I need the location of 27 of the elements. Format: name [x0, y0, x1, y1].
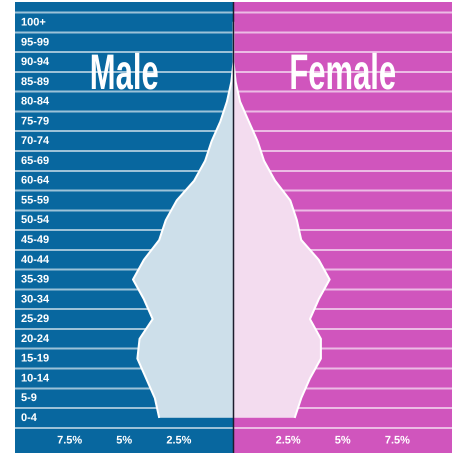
y-tick-label: 50-54	[21, 214, 50, 226]
y-tick-label: 40-44	[21, 254, 50, 266]
x-tick-label: 5%	[334, 434, 351, 446]
y-tick-label: 95-99	[21, 36, 50, 48]
y-tick-label: 20-24	[21, 332, 50, 345]
y-tick-label: 25-29	[21, 313, 50, 326]
y-tick-label: 100+	[21, 16, 46, 29]
y-tick-label: 35-39	[21, 274, 50, 286]
y-tick-label: 65-69	[21, 154, 50, 167]
y-tick-label: 30-34	[21, 293, 50, 306]
y-tick-label: 45-49	[21, 234, 50, 246]
y-tick-label: 55-59	[21, 194, 50, 206]
y-tick-label: 80-84	[21, 96, 50, 108]
x-tick-label: 2.5%	[276, 434, 301, 446]
y-tick-label: 10-14	[21, 372, 50, 384]
y-tick-label: 60-64	[21, 174, 50, 187]
y-tick-label: 75-79	[21, 115, 50, 128]
x-tick-label: 5%	[116, 434, 132, 446]
x-tick-label: 7.5%	[384, 434, 410, 446]
y-tick-label: 85-89	[21, 76, 50, 88]
x-tick-label: 2.5%	[166, 434, 192, 446]
x-tick-label: 7.5%	[57, 434, 82, 446]
y-tick-label: 70-74	[21, 135, 50, 148]
y-tick-label: 0-4	[21, 412, 38, 424]
y-tick-label: 5-9	[21, 392, 37, 404]
y-tick-label: 15-19	[21, 352, 50, 365]
y-tick-label: 90-94	[21, 56, 50, 68]
